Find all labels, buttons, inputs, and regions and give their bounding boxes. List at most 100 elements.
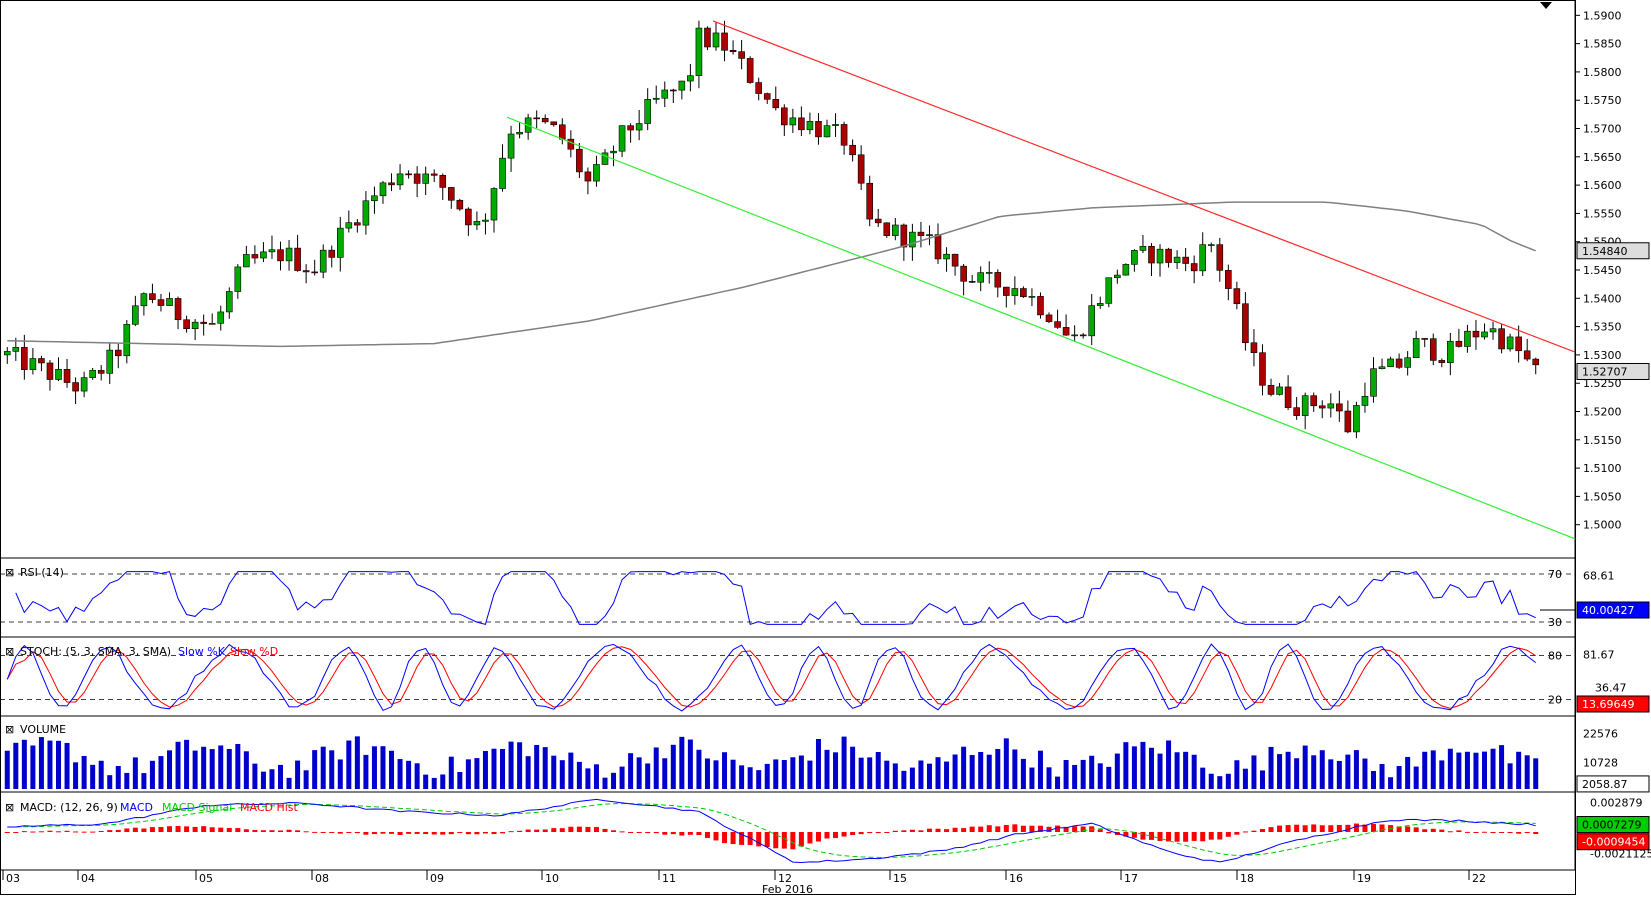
- x-tick-label: 03: [6, 872, 20, 885]
- candle-body: [1259, 352, 1266, 386]
- macd-hist-bar: [73, 831, 79, 833]
- candle-body: [695, 27, 703, 76]
- candle-body: [781, 107, 788, 126]
- volume-bar: [1234, 760, 1240, 789]
- macd-hist-bar: [585, 826, 591, 832]
- price-tick-label: 1.5850: [1583, 38, 1622, 51]
- candle-body: [1447, 340, 1454, 363]
- macd-hist-bar: [739, 832, 745, 845]
- macd-hist-bar: [312, 831, 318, 833]
- candle-body: [1190, 263, 1198, 272]
- volume-bar: [662, 758, 668, 789]
- x-tick-label: 18: [1240, 872, 1254, 885]
- volume-bar: [764, 763, 770, 789]
- volume-bar: [1046, 767, 1052, 789]
- macd-hist-bar: [1285, 825, 1291, 832]
- volume-bar: [1166, 740, 1172, 789]
- macd-hist-bar: [730, 832, 736, 845]
- macd-hist-bar: [1499, 832, 1505, 833]
- x-tick-label: 19: [1357, 872, 1371, 885]
- macd-hist-bar: [4, 832, 10, 833]
- candle-body: [1028, 296, 1036, 298]
- candle-body: [746, 58, 754, 83]
- price-tick-label: 1.5450: [1583, 264, 1622, 277]
- candle-body: [593, 164, 600, 182]
- volume-bar: [1225, 773, 1231, 789]
- macd-hist-bar: [1217, 832, 1223, 840]
- volume-bar: [1148, 747, 1154, 789]
- macd-hist-bar: [1123, 832, 1129, 837]
- candle-body: [917, 231, 925, 236]
- macd-hist-bar: [952, 827, 958, 832]
- candle-body: [1173, 256, 1181, 263]
- candle-body: [1037, 296, 1044, 316]
- x-tick-label: 05: [199, 872, 213, 885]
- macd-hist-bar: [192, 826, 198, 832]
- volume-bar: [833, 752, 839, 789]
- candle-body: [576, 148, 583, 173]
- candle-body: [72, 382, 79, 392]
- volume-close-icon[interactable]: ⊠: [5, 723, 14, 736]
- macd-signal-badge: 0.0007279: [1582, 819, 1642, 832]
- stoch-k-line: [6, 643, 1537, 712]
- volume-bar: [1029, 767, 1035, 789]
- rsi-line: [15, 571, 1536, 626]
- volume-bar: [559, 760, 565, 789]
- candle-body: [857, 154, 865, 184]
- volume-bar: [730, 759, 736, 789]
- volume-bar: [346, 740, 352, 789]
- volume-bar: [645, 763, 651, 789]
- volume-bar: [1464, 751, 1470, 789]
- macd-close-icon[interactable]: ⊠: [5, 801, 14, 814]
- candle-body: [106, 349, 114, 374]
- candle-body: [541, 117, 549, 123]
- macd-hist-bar: [132, 827, 138, 832]
- volume-bar: [508, 741, 514, 789]
- macd-hist-bar: [756, 832, 762, 847]
- volume-bar: [1456, 752, 1462, 789]
- macd-hist-bar: [252, 829, 258, 832]
- candle-body: [405, 173, 412, 176]
- macd-hist-bar: [1413, 827, 1419, 832]
- volume-bar: [1439, 760, 1445, 789]
- macd-hist-bar: [465, 832, 471, 835]
- candle-body: [379, 182, 387, 197]
- macd-hist-bar: [218, 827, 224, 832]
- volume-bar: [542, 747, 548, 789]
- candle-body: [183, 319, 190, 329]
- macd-hist-bar: [346, 832, 352, 833]
- candle-body: [430, 173, 438, 176]
- candle-body: [1472, 330, 1480, 338]
- macd-hist-bar: [815, 832, 821, 842]
- candle-body: [1156, 248, 1164, 264]
- candle-body: [1284, 386, 1292, 408]
- candle-body: [63, 368, 71, 383]
- macd-hist-bar: [141, 828, 147, 832]
- rsi-close-icon[interactable]: ⊠: [5, 566, 14, 579]
- macd-hist-bar: [1234, 832, 1240, 835]
- volume-bar: [4, 750, 10, 789]
- macd-hist-bar: [1020, 825, 1026, 832]
- candle-body: [1336, 403, 1343, 412]
- stoch-level-label: 20: [1548, 693, 1562, 706]
- candle-body: [473, 221, 481, 226]
- scroll-arrow-icon[interactable]: [1540, 2, 1552, 9]
- macd-hist-bar: [431, 832, 437, 835]
- stoch-close-icon[interactable]: ⊠: [5, 645, 14, 658]
- volume-bar: [747, 767, 753, 789]
- volume-bar: [824, 749, 830, 789]
- macd-hist-bar: [1131, 832, 1137, 838]
- volume-bar: [295, 760, 301, 789]
- candle-body: [46, 362, 54, 380]
- volume-bar: [431, 777, 437, 789]
- macd-hist-bar: [824, 832, 830, 839]
- candle-body: [388, 182, 395, 186]
- volume-bar: [653, 747, 659, 789]
- candle-body: [1378, 366, 1386, 369]
- candle-body: [268, 249, 276, 253]
- macd-hist-bar: [1524, 832, 1530, 833]
- candle-body: [763, 93, 771, 100]
- macd-hist-bar: [98, 830, 104, 832]
- volume-bar: [926, 763, 932, 789]
